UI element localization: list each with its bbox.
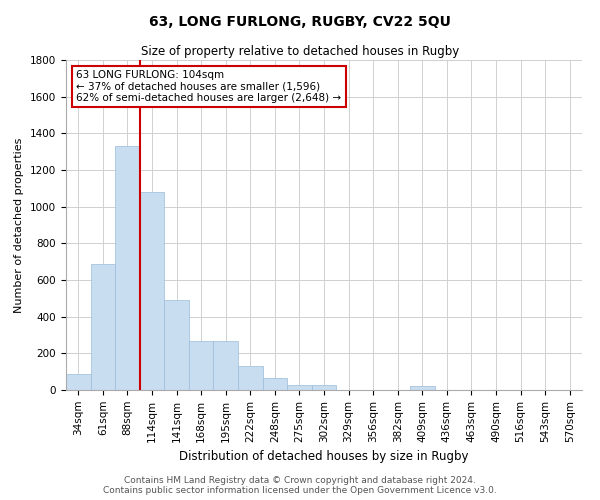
Text: Contains HM Land Registry data © Crown copyright and database right 2024.
Contai: Contains HM Land Registry data © Crown c…	[103, 476, 497, 495]
Bar	[287, 384, 312, 390]
Bar	[140, 192, 164, 390]
Y-axis label: Number of detached properties: Number of detached properties	[14, 138, 25, 312]
Text: Size of property relative to detached houses in Rugby: Size of property relative to detached ho…	[141, 45, 459, 58]
Bar	[189, 342, 214, 390]
Text: 63 LONG FURLONG: 104sqm
← 37% of detached houses are smaller (1,596)
62% of semi: 63 LONG FURLONG: 104sqm ← 37% of detache…	[76, 70, 341, 103]
Bar	[263, 378, 287, 390]
Bar	[214, 342, 238, 390]
Bar	[238, 366, 263, 390]
Text: 63, LONG FURLONG, RUGBY, CV22 5QU: 63, LONG FURLONG, RUGBY, CV22 5QU	[149, 15, 451, 29]
Bar	[66, 374, 91, 390]
Bar	[312, 384, 336, 390]
Bar	[91, 264, 115, 390]
X-axis label: Distribution of detached houses by size in Rugby: Distribution of detached houses by size …	[179, 450, 469, 463]
Bar	[410, 386, 434, 390]
Bar	[115, 146, 140, 390]
Bar	[164, 300, 189, 390]
